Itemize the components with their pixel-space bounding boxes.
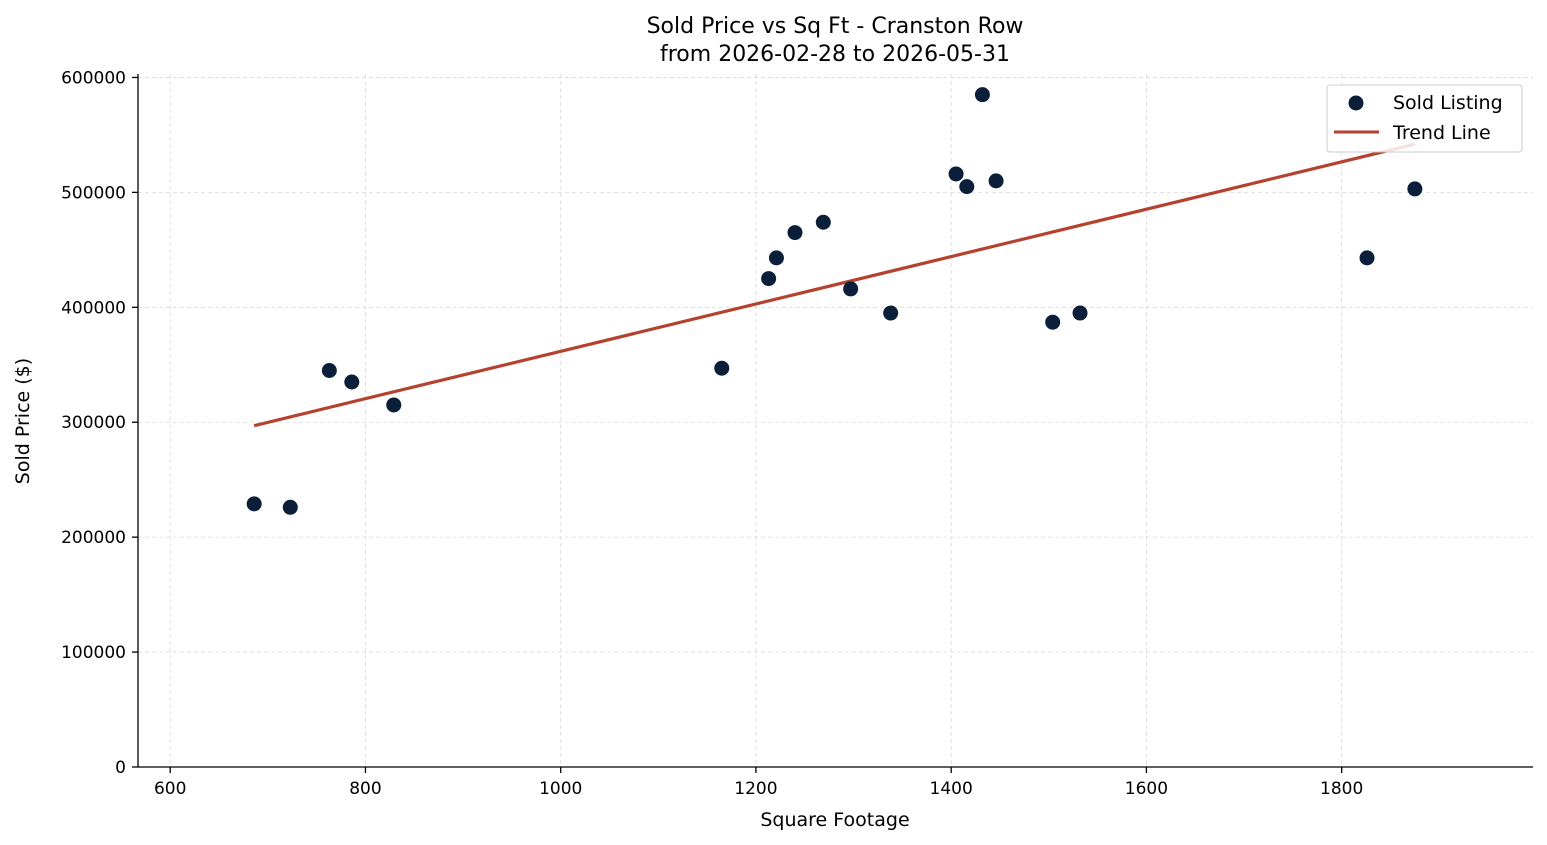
data-point xyxy=(959,179,975,195)
data-point xyxy=(714,360,730,376)
y-axis-label: Sold Price ($) xyxy=(12,358,34,484)
y-axis-ticks: 0 100000 200000 300000 400000 500000 600000 xyxy=(61,68,138,778)
data-point xyxy=(787,225,803,241)
x-axis-ticks: 600 800 1000 1200 1400 1600 1800 xyxy=(154,767,1363,799)
x-axis-label: Square Footage xyxy=(760,809,909,831)
gridlines xyxy=(138,74,1533,768)
data-point xyxy=(1072,305,1088,321)
chart-subtitle: from 2026-02-28 to 2026-05-31 xyxy=(660,42,1010,67)
data-point xyxy=(761,271,777,287)
trend-line xyxy=(253,142,1416,428)
x-tick-label: 1000 xyxy=(539,779,582,799)
legend-label-trend-line: Trend Line xyxy=(1392,122,1491,144)
y-tick-label: 300000 xyxy=(61,413,126,433)
trend-line-layer xyxy=(253,142,1416,428)
legend-marker-sold-listing xyxy=(1348,95,1364,111)
data-point xyxy=(1407,181,1423,197)
chart-title: Sold Price vs Sq Ft - Cranston Row xyxy=(647,14,1024,39)
data-point xyxy=(1359,250,1375,266)
data-point xyxy=(988,173,1004,189)
data-point xyxy=(246,496,262,512)
data-point xyxy=(883,305,899,321)
data-point xyxy=(321,363,337,379)
data-point xyxy=(386,397,402,413)
x-tick-label: 1800 xyxy=(1320,779,1363,799)
data-point xyxy=(815,214,831,230)
x-tick-label: 600 xyxy=(154,779,186,799)
x-tick-label: 1200 xyxy=(734,779,777,799)
y-tick-label: 500000 xyxy=(61,183,126,203)
data-point xyxy=(974,87,990,103)
data-point xyxy=(948,166,964,182)
y-tick-label: 200000 xyxy=(61,528,126,548)
legend-box xyxy=(1326,84,1523,153)
x-tick-label: 1400 xyxy=(930,779,973,799)
x-tick-label: 1600 xyxy=(1125,779,1168,799)
y-tick-label: 0 xyxy=(115,758,126,778)
data-point xyxy=(843,281,859,297)
y-tick-label: 100000 xyxy=(61,643,126,663)
data-point xyxy=(282,499,298,515)
y-tick-label: 400000 xyxy=(61,298,126,318)
y-tick-label: 600000 xyxy=(61,68,126,88)
x-tick-label: 800 xyxy=(349,779,381,799)
legend-label-sold-listing: Sold Listing xyxy=(1393,92,1503,114)
data-point xyxy=(344,374,360,390)
data-point xyxy=(1045,314,1061,330)
data-points xyxy=(246,87,1423,515)
data-point xyxy=(768,250,784,266)
legend: Sold Listing Trend Line xyxy=(1326,84,1523,153)
